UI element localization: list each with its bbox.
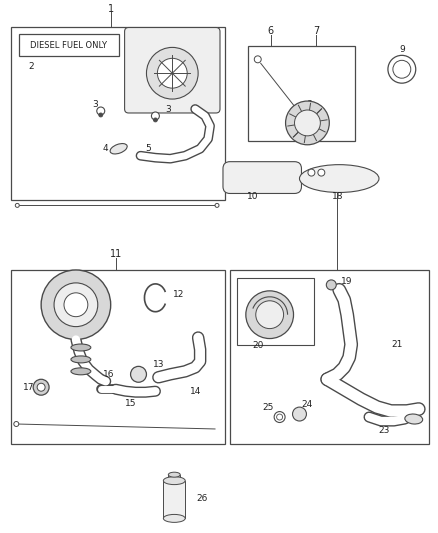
Circle shape	[41, 270, 111, 340]
Text: 16: 16	[103, 370, 114, 379]
Circle shape	[246, 291, 293, 338]
Text: 25: 25	[262, 402, 273, 411]
Text: 14: 14	[190, 387, 201, 395]
Bar	[230, 270, 429, 444]
Text: 6: 6	[268, 27, 274, 36]
Circle shape	[14, 422, 19, 426]
Circle shape	[99, 113, 103, 117]
Ellipse shape	[71, 344, 91, 351]
Ellipse shape	[71, 368, 91, 375]
Text: 3: 3	[92, 100, 98, 109]
Text: 17: 17	[22, 383, 34, 392]
Text: 20: 20	[252, 341, 263, 350]
Circle shape	[33, 379, 49, 395]
Ellipse shape	[110, 143, 127, 154]
Circle shape	[274, 411, 285, 423]
Text: 2: 2	[28, 62, 34, 71]
Ellipse shape	[71, 356, 91, 363]
Text: 21: 21	[391, 340, 403, 349]
Circle shape	[293, 407, 307, 421]
Circle shape	[256, 301, 283, 329]
Circle shape	[37, 383, 45, 391]
Bar	[163, 481, 185, 519]
Circle shape	[254, 56, 261, 63]
Text: 5: 5	[145, 144, 151, 154]
FancyBboxPatch shape	[223, 161, 301, 193]
Circle shape	[318, 169, 325, 176]
Text: 19: 19	[342, 277, 353, 286]
Circle shape	[326, 280, 336, 290]
Circle shape	[294, 110, 320, 136]
Ellipse shape	[300, 165, 379, 192]
Text: 13: 13	[152, 360, 164, 369]
Text: 3: 3	[166, 104, 171, 114]
Text: 11: 11	[110, 249, 122, 259]
Ellipse shape	[168, 472, 180, 477]
FancyBboxPatch shape	[124, 28, 220, 113]
Circle shape	[277, 414, 283, 420]
Text: 4: 4	[103, 144, 109, 154]
Bar	[248, 46, 355, 141]
Circle shape	[388, 55, 416, 83]
Circle shape	[131, 366, 146, 382]
Circle shape	[157, 58, 187, 88]
Circle shape	[215, 204, 219, 207]
Circle shape	[393, 60, 411, 78]
Bar	[168, 475, 180, 482]
Text: 1: 1	[108, 4, 114, 14]
Text: 8: 8	[307, 100, 312, 109]
Text: 7: 7	[313, 27, 319, 36]
Text: 26: 26	[196, 494, 208, 503]
Text: 23: 23	[378, 426, 390, 435]
Bar	[19, 35, 119, 56]
Circle shape	[308, 169, 315, 176]
Text: 10: 10	[247, 192, 258, 201]
Circle shape	[97, 107, 105, 115]
Text: 18: 18	[332, 192, 343, 201]
Circle shape	[15, 204, 19, 207]
Bar	[237, 278, 314, 345]
Circle shape	[54, 283, 98, 327]
Circle shape	[146, 47, 198, 99]
Bar	[11, 270, 225, 444]
Circle shape	[64, 293, 88, 317]
Circle shape	[286, 101, 329, 145]
Text: 24: 24	[302, 400, 313, 409]
Text: 15: 15	[125, 399, 136, 408]
Text: 12: 12	[173, 290, 184, 300]
Ellipse shape	[163, 514, 185, 522]
Bar	[11, 27, 225, 200]
Text: 9: 9	[399, 45, 405, 54]
Ellipse shape	[163, 477, 185, 484]
Ellipse shape	[405, 414, 423, 424]
Text: 22: 22	[408, 405, 419, 414]
Circle shape	[153, 118, 157, 122]
Text: DIESEL FUEL ONLY: DIESEL FUEL ONLY	[31, 41, 107, 50]
Circle shape	[152, 112, 159, 120]
